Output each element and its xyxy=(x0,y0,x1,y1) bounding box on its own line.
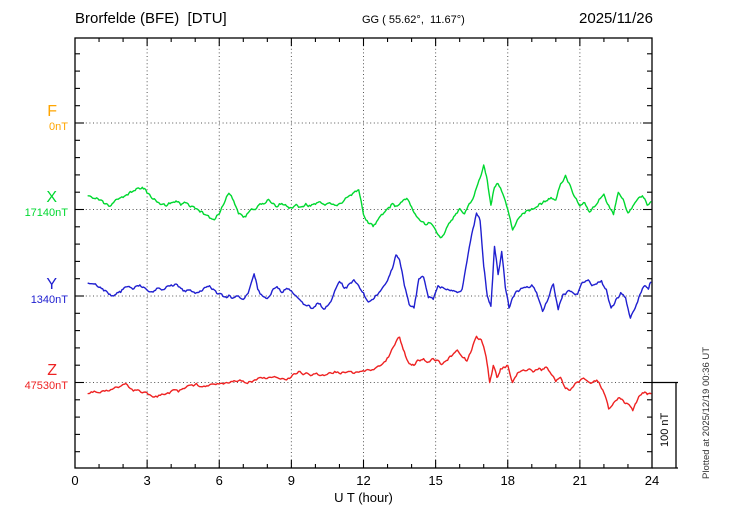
x-tick-label-0: 0 xyxy=(71,473,79,488)
channel-z: Z 47530nT xyxy=(0,362,68,393)
x-tick-label-12: 12 xyxy=(356,473,371,488)
x-tick-label-6: 6 xyxy=(215,473,223,488)
plot-frame xyxy=(74,37,653,469)
observation-date: 2025/11/26 xyxy=(579,10,653,27)
series-z-line xyxy=(87,335,652,412)
x-tick-label-3: 3 xyxy=(143,473,151,488)
x-tick-label-24: 24 xyxy=(644,473,660,488)
channel-x: X 17140nT xyxy=(0,189,68,220)
series-x-line xyxy=(87,164,652,239)
x-tick-label-18: 18 xyxy=(500,473,515,488)
x-axis-title: U T (hour) xyxy=(334,490,393,505)
channel-y-label: Y xyxy=(46,276,57,293)
station-title: Brorfelde (BFE) [DTU] xyxy=(75,10,227,27)
channel-f-baseline-value: 0nT xyxy=(49,121,68,133)
channel-z-baseline-value: 47530nT xyxy=(24,380,68,392)
scale-bar-label: 100 nT xyxy=(659,412,671,447)
x-tick-label-21: 21 xyxy=(572,473,588,488)
x-tick-label-15: 15 xyxy=(428,473,443,488)
channel-y: Y 1340nT xyxy=(0,276,68,307)
channel-y-baseline-value: 1340nT xyxy=(30,294,68,306)
channel-f: F 0nT xyxy=(0,103,68,134)
channel-x-label: X xyxy=(46,189,57,206)
plotted-at-timestamp: Plotted at 2025/12/19 00:36 UT xyxy=(701,346,712,479)
x-tick-label-9: 9 xyxy=(287,473,295,488)
series-y-line xyxy=(87,212,652,319)
geographic-coordinates: GG ( 55.62°, 11.67°) xyxy=(362,14,465,26)
channel-f-label: F xyxy=(47,103,57,120)
channel-z-label: Z xyxy=(47,362,57,379)
channel-x-baseline-value: 17140nT xyxy=(24,207,68,219)
